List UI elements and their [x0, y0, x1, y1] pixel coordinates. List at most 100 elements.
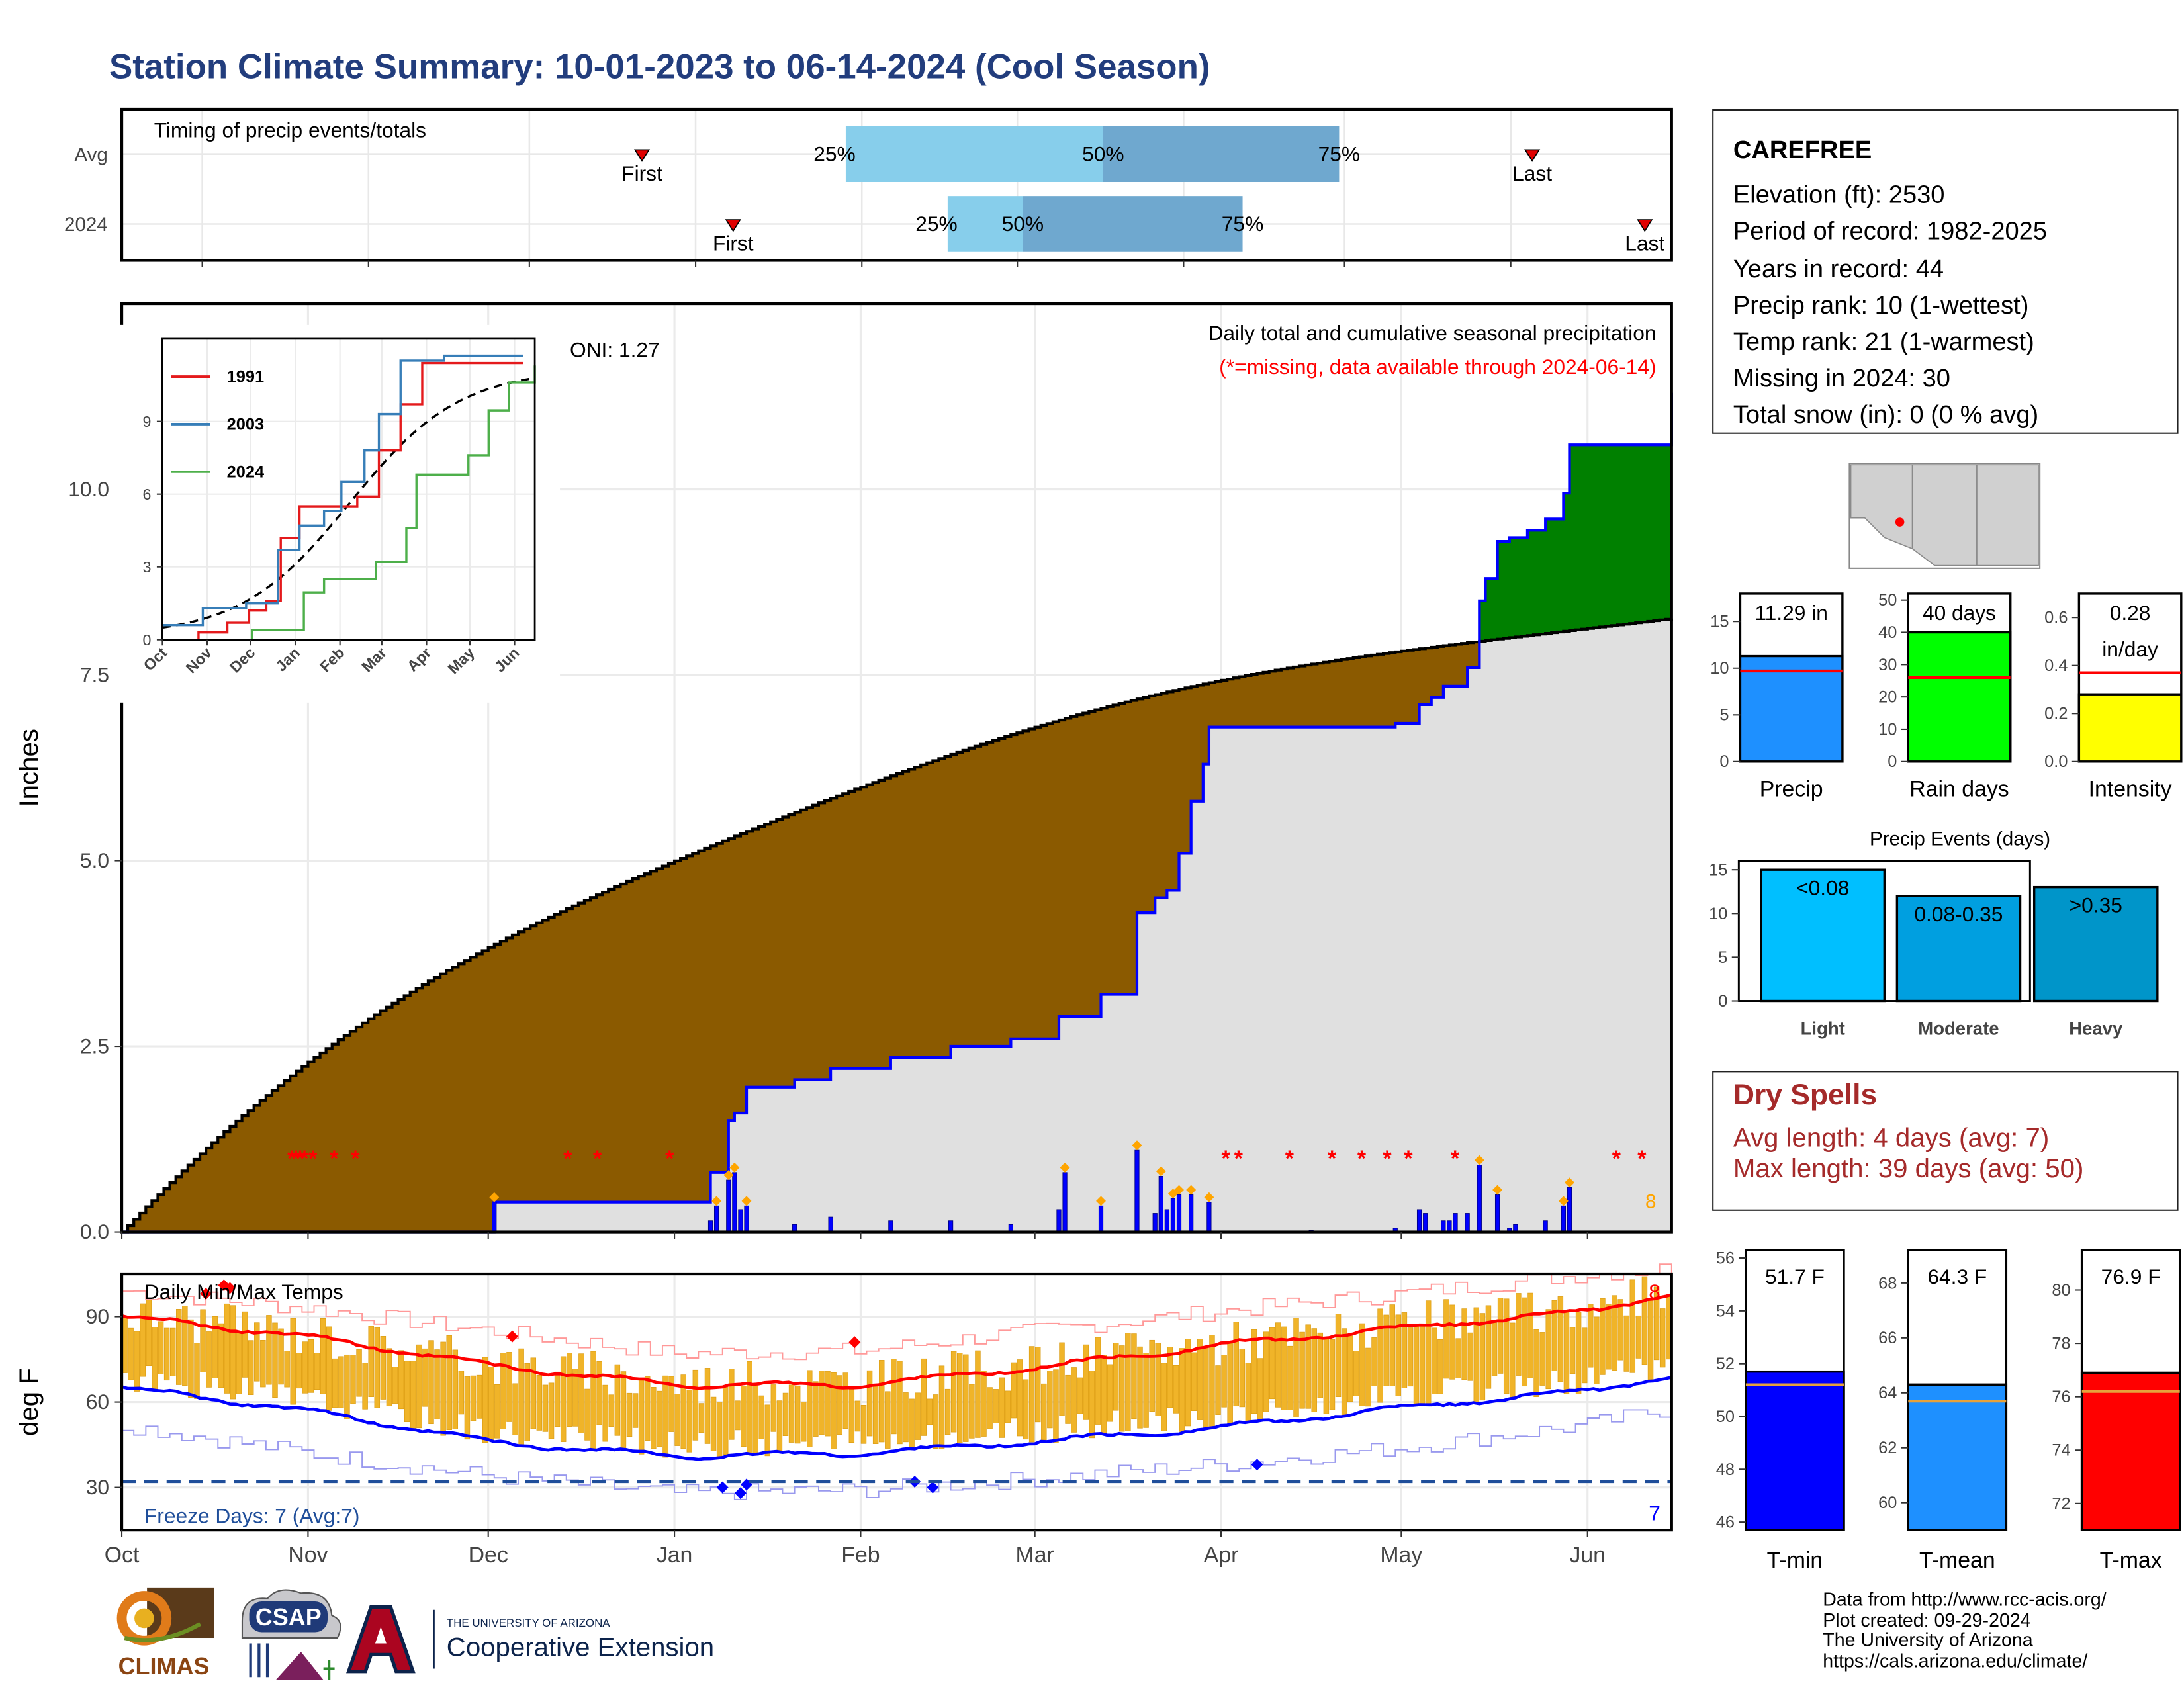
- temps-daily-bar: [981, 1371, 987, 1437]
- temps-daily-bar: [1539, 1332, 1545, 1386]
- temps-daily-bar: [1239, 1348, 1246, 1408]
- temps-daily-bar: [903, 1392, 909, 1443]
- panel-ytick-label: 20: [1878, 688, 1897, 707]
- temps-daily-bar: [440, 1341, 446, 1436]
- panel-ytick-label: 0.4: [2044, 656, 2068, 675]
- temps-daily-bar: [1119, 1345, 1125, 1432]
- temps-daily-bar: [776, 1400, 783, 1451]
- temps-tmax-record-line: [122, 1263, 1672, 1361]
- temps-daily-bar: [1155, 1343, 1161, 1416]
- station-period: Period of record: 1982-2025: [1733, 217, 2048, 246]
- temps-daily-bar: [645, 1376, 651, 1441]
- temps-daily-bar: [819, 1371, 825, 1435]
- timing-label-75: 75%: [1222, 212, 1263, 236]
- temps-daily-bar: [741, 1386, 747, 1447]
- temps-tmin-record-line: [122, 1409, 1672, 1500]
- temps-record-low-marker: [734, 1487, 747, 1500]
- temps-daily-bar: [584, 1388, 590, 1441]
- temps-daily-bar: [518, 1348, 524, 1447]
- precip-daily-bar: [1206, 1202, 1212, 1232]
- precip-daily-bar: [1567, 1187, 1572, 1232]
- temps-daily-bar: [236, 1333, 242, 1394]
- temps-daily-bar: [1083, 1344, 1089, 1420]
- temps-daily-bar: [386, 1348, 392, 1407]
- precip-daily-bar: [1494, 1194, 1500, 1232]
- temps-daily-bar: [1437, 1339, 1443, 1394]
- temps-daily-bar: [950, 1351, 957, 1433]
- temps-daily-bar: [710, 1396, 717, 1451]
- precip-missing-marker: *: [1285, 1146, 1295, 1171]
- events-category-label: Heavy: [2069, 1018, 2123, 1038]
- precip-missing-marker: *: [308, 1146, 318, 1171]
- precip-chart: **** * * * * * * * * * * * * * * * *0.02.55.07.510.0Inch…: [14, 302, 1673, 1243]
- precip-daily-bar: [726, 1179, 731, 1232]
- temps-daily-bar: [212, 1316, 218, 1378]
- temps-daily-bar: [938, 1365, 945, 1449]
- temps-daily-bar: [993, 1389, 999, 1423]
- temps-daily-bar: [452, 1349, 459, 1429]
- precip-daily-bar: [1477, 1165, 1482, 1232]
- timing-chart: 25% 50% 75% First Last Avg 25% 50% 75% First Last 2…: [64, 107, 1673, 268]
- temps-daily-bar: [1107, 1364, 1113, 1422]
- temps-daily-bar: [1612, 1295, 1617, 1371]
- temps-daily-bar: [278, 1328, 284, 1385]
- temps-daily-bar: [788, 1384, 795, 1443]
- temps-daily-bar: [434, 1349, 440, 1419]
- precip-missing-marker: *: [291, 1146, 300, 1171]
- temps-daily-bar: [169, 1327, 176, 1376]
- temps-record-low-marker: [716, 1481, 729, 1494]
- temps-daily-bar: [1053, 1369, 1059, 1443]
- panel-ytick-label: 72: [2052, 1494, 2070, 1513]
- svg-text:THE UNIVERSITY OF ARIZONA: THE UNIVERSITY OF ARIZONA: [447, 1617, 610, 1629]
- inset-legend-label: 2003: [227, 415, 264, 433]
- temps-daily-bar: [794, 1385, 801, 1444]
- temps-daily-bar: [200, 1309, 206, 1372]
- climas-logo: CLIMAS: [116, 1587, 214, 1680]
- timing-label-50: 50%: [1082, 142, 1124, 165]
- station-location-map: [1848, 463, 2041, 569]
- precip-daily-bar: [1189, 1194, 1194, 1232]
- timing-bar-q50-q75: [1023, 196, 1243, 252]
- panel-bar-t-min: [1745, 1370, 1845, 1531]
- precip-missing-marker: *: [287, 1146, 296, 1171]
- temps-daily-bar: [1335, 1314, 1342, 1397]
- temps-daily-bar: [956, 1353, 963, 1443]
- temps-daily-bar: [651, 1387, 657, 1449]
- precip-ylabel: Inches: [14, 729, 44, 807]
- precip-daily-bar: [1158, 1175, 1163, 1232]
- temps-daily-bar: [752, 1384, 758, 1453]
- temps-daily-bar: [1257, 1358, 1263, 1420]
- precip-surplus-area: [1479, 445, 1672, 641]
- temps-daily-bar: [302, 1341, 308, 1394]
- panel-bar-intensity: [2077, 693, 2183, 763]
- temps-daily-bar: [296, 1353, 302, 1389]
- page-title: Station Climate Summary: 10-01-2023 to 0…: [109, 47, 1210, 87]
- precip-missing-marker: *: [1328, 1146, 1337, 1171]
- station-missing: Missing in 2024: 30: [1733, 364, 1950, 392]
- temps-daily-bar: [1606, 1304, 1612, 1370]
- inset-series-1991: [162, 361, 523, 641]
- temps-daily-bar: [807, 1370, 813, 1447]
- panel-ytick-label: 66: [1878, 1329, 1897, 1347]
- temps-daily-bar: [260, 1339, 266, 1388]
- temps-daily-bar: [686, 1390, 692, 1453]
- temps-daily-bar: [1341, 1328, 1347, 1416]
- temps-daily-bar: [362, 1363, 368, 1410]
- panel-category-label: T-mean: [1919, 1548, 1995, 1573]
- temps-daily-bar: [1143, 1353, 1149, 1428]
- precip-daily-bar: [1465, 1213, 1470, 1232]
- temps-daily-bar: [1101, 1355, 1107, 1435]
- precip-count-label: 8: [1645, 1191, 1656, 1213]
- temps-daily-bar: [1635, 1315, 1642, 1359]
- precip-daily-bar: [744, 1205, 749, 1232]
- temps-record-high-marker: [506, 1330, 518, 1343]
- station-name: CAREFREE: [1733, 136, 1872, 164]
- timing-marker-first: [725, 219, 741, 232]
- precip-daily-bar: [1543, 1220, 1548, 1232]
- panel-ytick-label: 62: [1878, 1439, 1897, 1457]
- temps-daily-bar: [590, 1351, 596, 1449]
- temps-daily-bar: [194, 1343, 200, 1399]
- panel-ytick-label: 80: [2052, 1281, 2070, 1300]
- events-ytick-label: 5: [1718, 948, 1727, 967]
- precip-heavy-marker: [1186, 1185, 1197, 1195]
